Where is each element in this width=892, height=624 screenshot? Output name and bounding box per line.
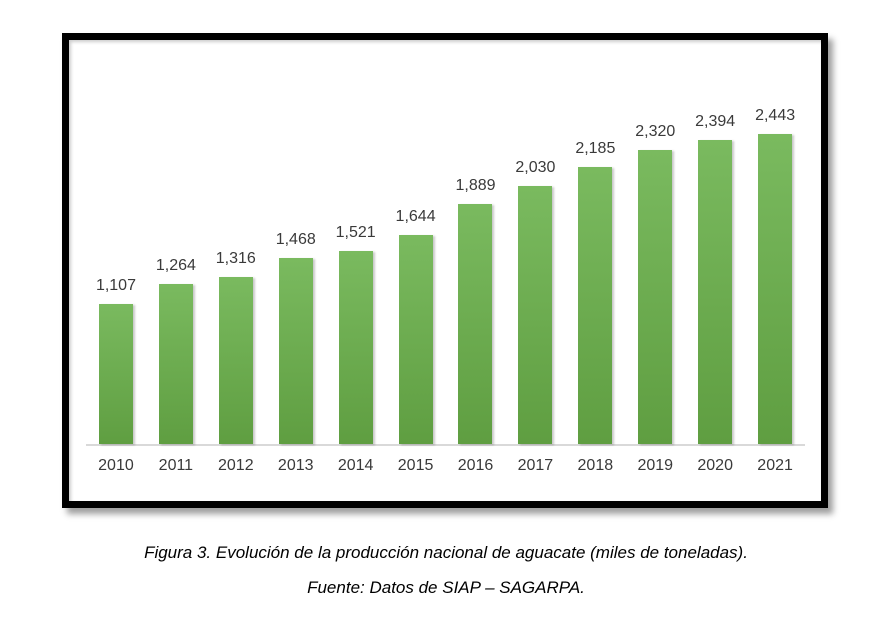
x-axis-tick-label: 2018: [577, 457, 614, 474]
x-axis-tick-label: 2017: [517, 457, 554, 474]
bar-value-label: 2,185: [575, 140, 616, 157]
bar-column: 1,468: [266, 40, 326, 444]
x-axis-tick-label: 2015: [397, 457, 434, 474]
bar: [398, 235, 433, 444]
bar-value-label: 1,889: [455, 177, 496, 194]
bar-value-label: 1,521: [335, 224, 376, 241]
x-axis-tick-label: 2019: [637, 457, 674, 474]
bar: [698, 140, 733, 444]
x-axis-tick-label: 2011: [158, 457, 194, 474]
bar-value-label: 1,468: [275, 231, 316, 248]
bar-column: 2,030: [505, 40, 565, 444]
x-axis-tick-label: 2010: [98, 457, 134, 474]
bar-value-label: 2,030: [515, 159, 556, 176]
bar-column: 1,889: [446, 40, 506, 444]
x-axis-tick-label: 2012: [218, 457, 254, 474]
bar: [98, 304, 133, 444]
bar-column: 2,443: [745, 40, 805, 444]
bar-column: 1,521: [326, 40, 386, 444]
bar-column: 1,316: [206, 40, 266, 444]
bar-value-label: 1,107: [95, 277, 136, 294]
x-axis-tick-label: 2021: [757, 457, 793, 474]
bar: [758, 134, 793, 444]
bar: [638, 150, 673, 444]
x-axis-tick-label: 2014: [337, 457, 374, 474]
bar-column: 1,107: [86, 40, 146, 444]
bar-value-label: 1,264: [155, 257, 196, 274]
bar: [278, 258, 313, 444]
bar: [218, 277, 253, 444]
caption-line-1: Figura 3. Evolución de la producción nac…: [144, 543, 748, 562]
figure-caption: Figura 3. Evolución de la producción nac…: [0, 543, 892, 613]
bar: [518, 186, 553, 444]
bar: [158, 284, 193, 444]
bar-value-label: 2,394: [695, 113, 736, 130]
bar-column: 2,320: [625, 40, 685, 444]
bar-value-label: 1,644: [395, 208, 436, 225]
x-axis-tick-label: 2013: [277, 457, 314, 474]
bar: [338, 251, 373, 444]
figure-border-box: 1,107 1,264 1,316 1,468 1,521 1,644 1,889 2,030…: [62, 33, 828, 508]
bar-column: 1,644: [386, 40, 446, 444]
bar-chart-plot-area: 1,107 1,264 1,316 1,468 1,521 1,644 1,889 2,030…: [86, 40, 805, 446]
bar: [578, 167, 613, 444]
bar-column: 2,185: [565, 40, 625, 444]
x-axis-tick-label: 2016: [457, 457, 494, 474]
bar-column: 1,264: [146, 40, 206, 444]
x-axis-tick-label: 2020: [697, 457, 733, 474]
bar-value-label: 2,443: [755, 107, 796, 124]
bar-value-label: 2,320: [635, 123, 676, 140]
x-axis: 2010 2011 2012 2013 2014 2015 2016 2017 2018 2019…: [86, 446, 805, 475]
bar-column: 2,394: [685, 40, 745, 444]
caption-line-2: Fuente: Datos de SIAP – SAGARPA.: [307, 578, 585, 597]
bar: [458, 204, 493, 444]
bar-value-label: 1,316: [215, 250, 256, 267]
